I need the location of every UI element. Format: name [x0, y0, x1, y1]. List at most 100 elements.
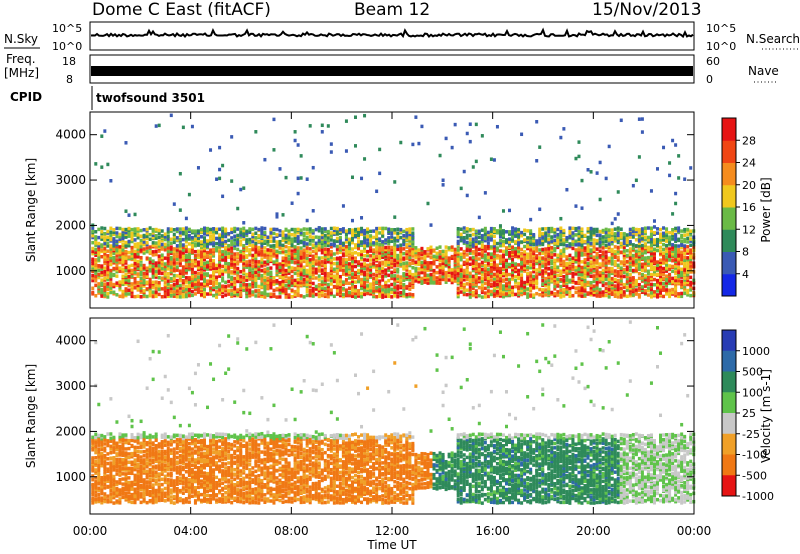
data-cell: [456, 254, 460, 258]
data-cell: [589, 274, 593, 278]
data-cell: [592, 257, 596, 262]
data-cell: [363, 285, 367, 289]
data-cell: [103, 293, 107, 297]
data-cell: [511, 293, 515, 297]
data-cell: [583, 257, 587, 262]
data-cell: [381, 292, 385, 296]
data-cell: [420, 270, 424, 275]
data-cell: [317, 238, 321, 242]
data-cell: [360, 176, 364, 181]
data-cell: [471, 276, 475, 281]
data-cell: [308, 242, 312, 246]
data-cell: [91, 259, 95, 263]
data-cell: [218, 227, 222, 231]
data-cell: [190, 248, 194, 252]
data-cell: [178, 290, 182, 294]
data-cell: [511, 267, 515, 272]
data-cell: [154, 283, 158, 287]
data-cell: [347, 237, 351, 242]
data-cell: [218, 239, 222, 244]
data-cell: [640, 268, 644, 273]
data-cell: [574, 248, 578, 252]
data-cell: [350, 266, 354, 271]
data-cell: [344, 235, 348, 239]
y-tick-label: 2000: [55, 218, 86, 232]
data-cell: [562, 290, 566, 295]
data-cell: [384, 268, 388, 272]
data-cell: [459, 238, 463, 243]
data-cell: [308, 293, 312, 297]
data-cell: [287, 268, 291, 272]
data-cell: [275, 295, 279, 299]
data-cell: [583, 270, 587, 274]
data-cell: [677, 250, 681, 254]
data-cell: [459, 264, 463, 269]
data-cell: [263, 239, 267, 243]
data-cell: [263, 246, 267, 250]
data-cell: [655, 260, 659, 264]
data-cell: [97, 275, 101, 280]
data-cell: [592, 227, 596, 232]
data-cell: [556, 280, 560, 284]
data-cell: [169, 245, 173, 249]
data-cell: [151, 231, 155, 235]
data-cell: [311, 243, 315, 247]
data-cell: [465, 244, 469, 248]
data-cell: [520, 230, 524, 235]
data-cell: [353, 233, 357, 237]
data-cell: [260, 226, 264, 230]
data-cell: [221, 228, 225, 233]
data-cell: [610, 276, 614, 281]
data-cell: [526, 252, 530, 257]
data-cell: [372, 286, 376, 290]
data-cell: [402, 288, 406, 293]
data-cell: [178, 227, 182, 231]
data-cell: [622, 253, 626, 257]
data-cell: [127, 288, 131, 292]
data-cell: [124, 253, 128, 257]
data-cell: [471, 244, 475, 248]
data-cell: [423, 275, 427, 279]
data-cell: [260, 279, 264, 283]
data-cell: [652, 253, 656, 257]
data-cell: [184, 231, 188, 236]
data-cell: [227, 288, 231, 293]
data-cell: [686, 249, 690, 253]
data-cell: [320, 271, 324, 276]
data-cell: [680, 291, 684, 296]
data-cell: [115, 248, 119, 253]
data-cell: [133, 263, 137, 268]
data-cell: [402, 251, 406, 256]
data-cell: [689, 259, 693, 264]
data-cell: [314, 243, 318, 248]
data-cell: [468, 247, 472, 251]
data-cell: [106, 259, 110, 264]
data-cell: [544, 235, 548, 239]
data-cell: [142, 289, 146, 293]
data-cell: [202, 244, 206, 248]
data-cell: [668, 235, 672, 239]
data-cell: [547, 272, 551, 276]
data-cell: [477, 247, 481, 252]
data-cell: [269, 253, 273, 257]
data-cell: [317, 243, 321, 248]
data-cell: [106, 235, 110, 239]
data-cell: [477, 270, 481, 275]
data-cell: [329, 268, 333, 273]
data-cell: [266, 268, 270, 273]
data-cell: [495, 269, 499, 273]
data-cell: [586, 274, 590, 278]
data-cell: [215, 177, 219, 181]
data-cell: [417, 248, 421, 252]
data-cell: [595, 289, 599, 293]
data-cell: [148, 280, 152, 284]
data-cell: [296, 237, 300, 241]
data-cell: [565, 235, 569, 240]
data-cell: [547, 233, 551, 238]
data-cell: [172, 249, 176, 253]
data-cell: [118, 255, 122, 259]
data-cell: [420, 252, 424, 256]
data-cell: [662, 231, 666, 236]
data-cell: [341, 265, 345, 269]
data-cell: [242, 278, 246, 283]
